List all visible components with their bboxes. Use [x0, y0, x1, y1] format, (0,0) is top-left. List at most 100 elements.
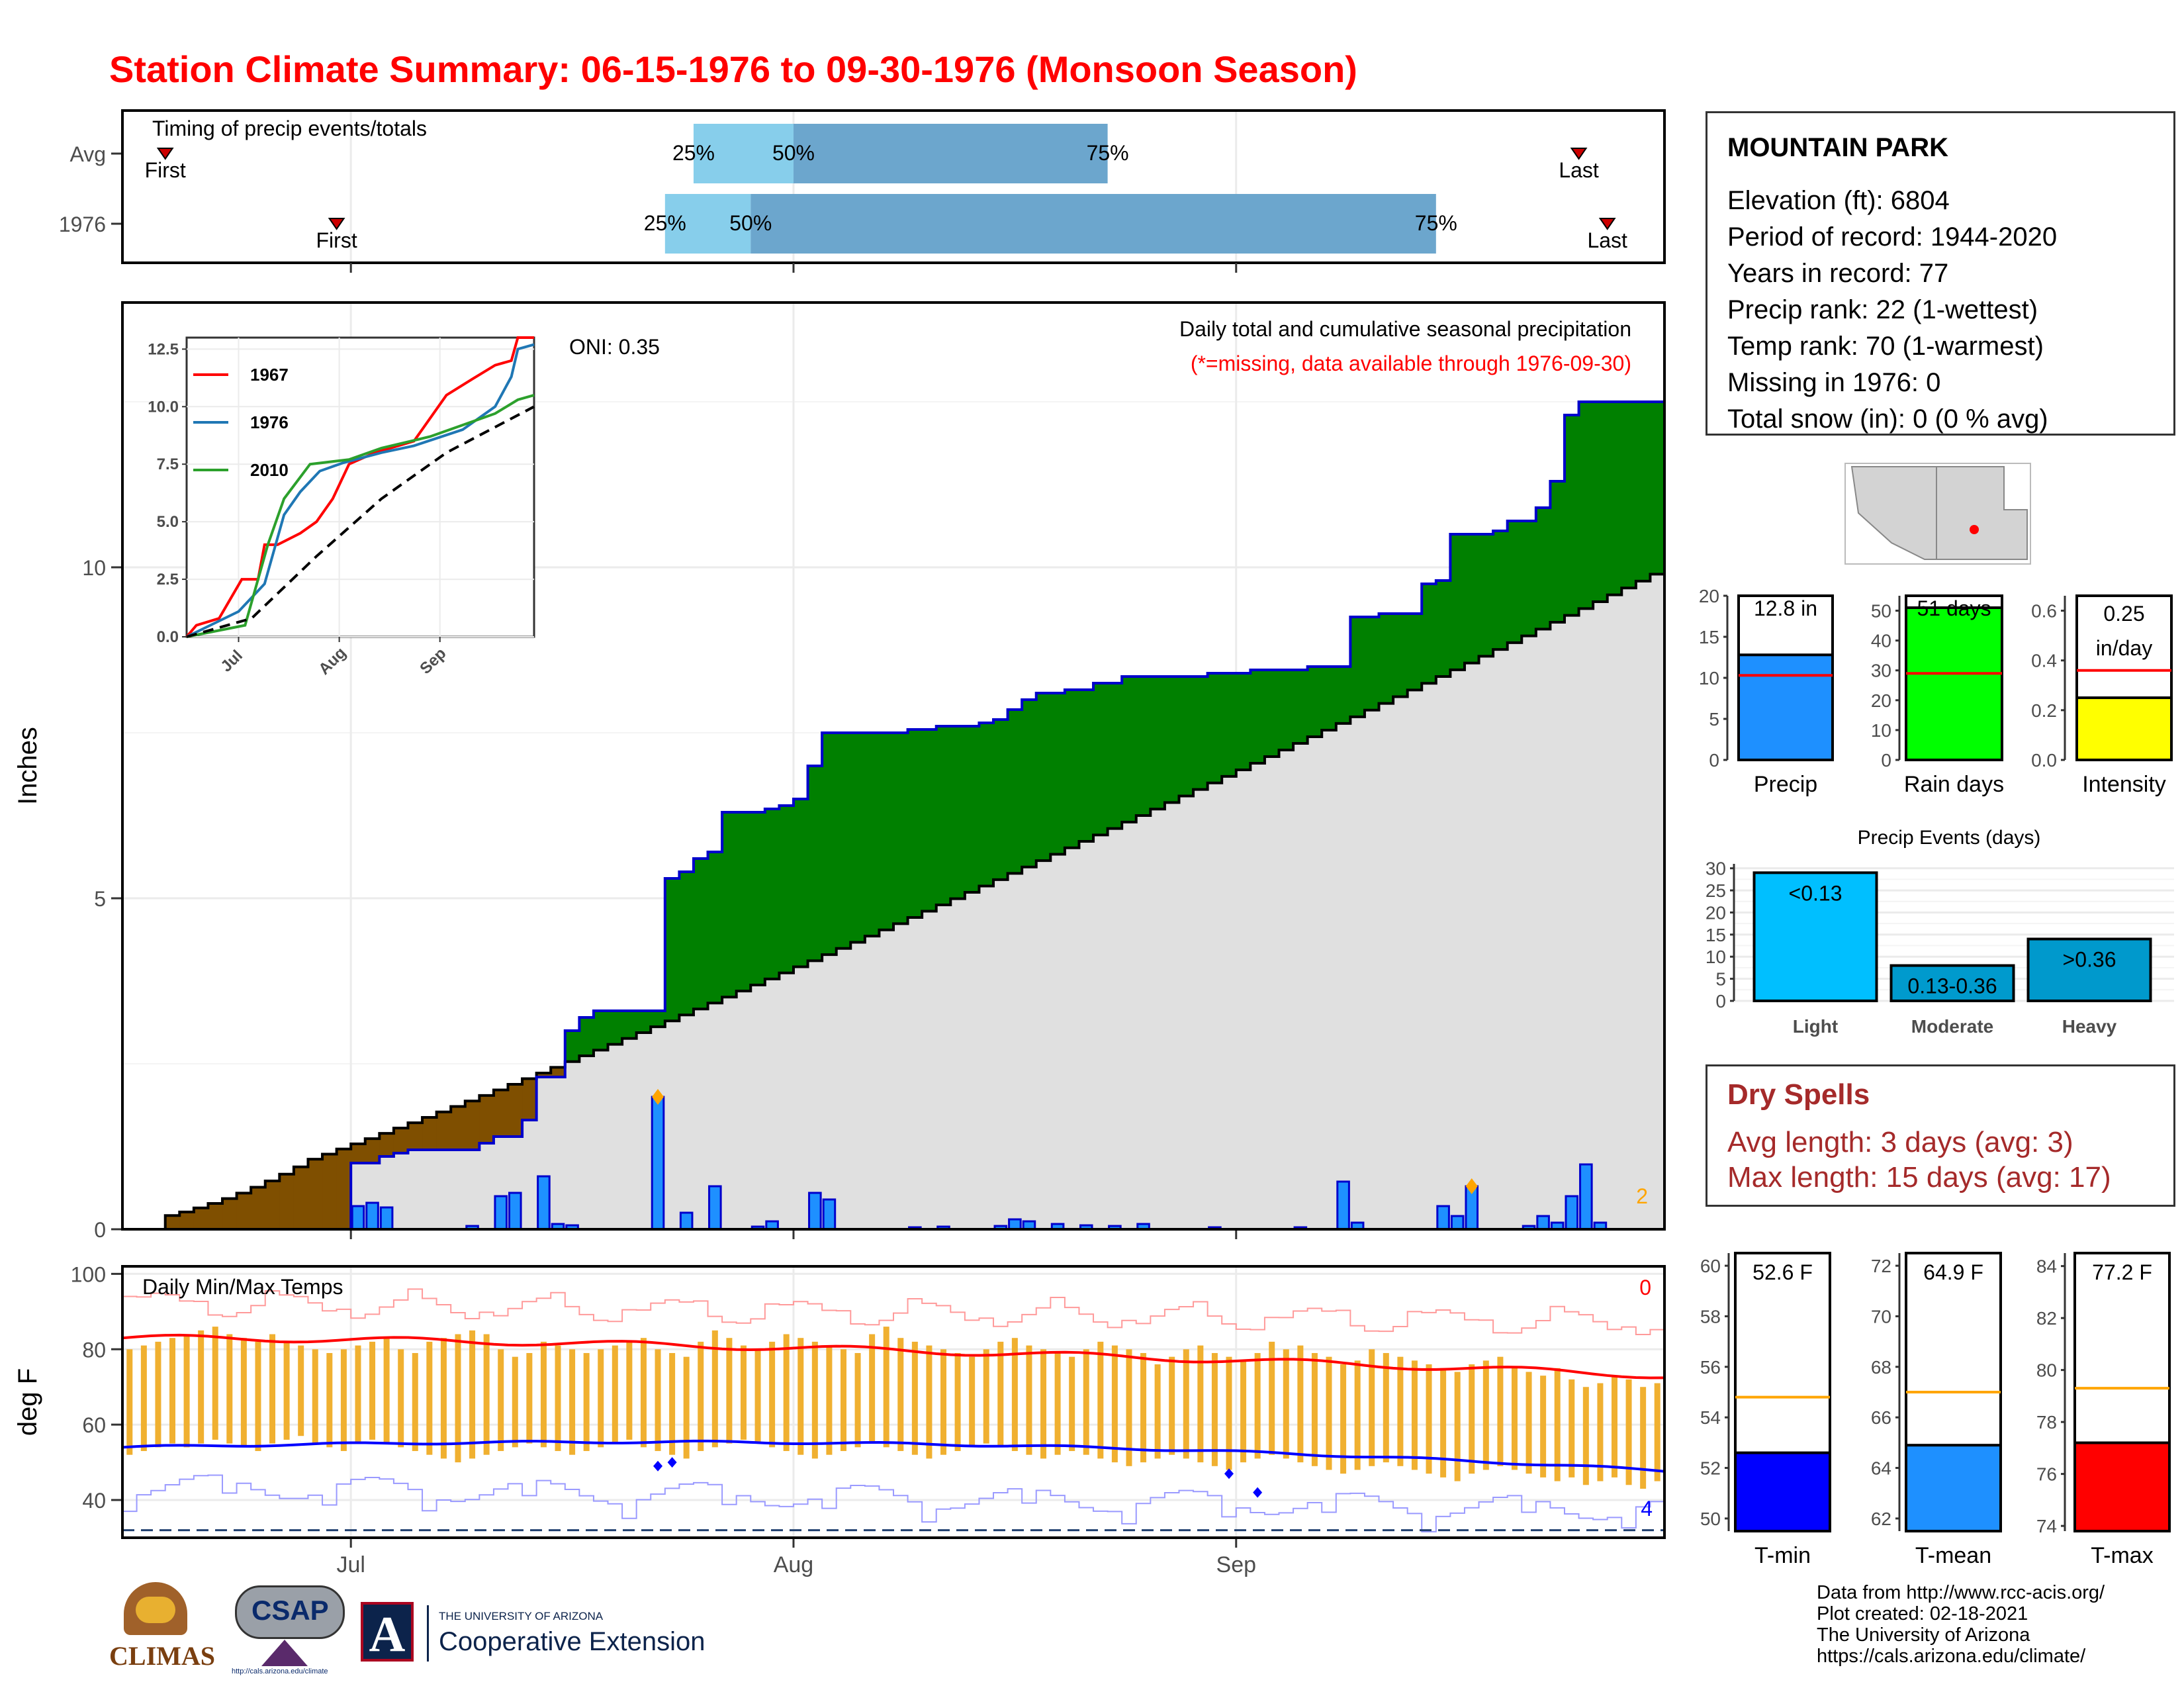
daily-temp-range-bar	[698, 1341, 704, 1452]
summary-ytick-label: 10	[1699, 668, 1719, 688]
inset-legend-label: 1967	[250, 365, 289, 385]
cumulative-above-avg	[1050, 693, 1066, 855]
cumulative-above-avg	[822, 733, 837, 955]
daily-temp-range-bar	[355, 1345, 361, 1444]
cumulative-above-avg	[793, 799, 809, 967]
daily-precip-bar	[708, 1185, 722, 1231]
climas-logo[interactable]: CLIMAS	[109, 1582, 215, 1678]
daily-precip-bar	[1436, 1205, 1450, 1231]
daily-temp-range-bar	[655, 1349, 661, 1452]
cumulative-above-avg	[1464, 534, 1480, 663]
events-ytick-label: 5	[1715, 969, 1726, 990]
daily-temp-range-bar	[1569, 1379, 1575, 1477]
station-precip-rank: Precip rank: 22 (1-wettest)	[1727, 295, 2038, 324]
summary-ytick-label: 30	[1871, 661, 1891, 681]
cumulative-below-avg	[508, 1084, 523, 1137]
summary-ytick-label: 64	[1871, 1458, 1891, 1479]
daily-temp-range-bar	[283, 1341, 290, 1440]
daily-temp-range-bar	[440, 1338, 447, 1459]
precip-missing-count: 2	[1636, 1184, 1648, 1208]
daily-temp-range-bar	[626, 1341, 633, 1440]
daily-temp-range-bar	[1097, 1341, 1104, 1459]
cumulative-above-avg	[764, 809, 780, 979]
station-temp-rank: Temp rank: 70 (1-warmest)	[1727, 332, 2044, 361]
cumulative-above-avg	[651, 1011, 666, 1027]
summary-ytick-label: 0.2	[2031, 700, 2057, 721]
daily-temp-range-bar	[198, 1330, 205, 1444]
temp-chart-title: Daily Min/Max Temps	[142, 1275, 343, 1299]
daily-temp-range-bar	[911, 1341, 918, 1455]
daily-temp-range-bar	[1540, 1376, 1547, 1477]
summary-category-label: Rain days	[1904, 772, 2004, 797]
daily-temp-range-bar	[1511, 1368, 1518, 1470]
cumulative-above-avg	[1279, 670, 1294, 751]
cumulative-below-avg	[193, 1207, 208, 1229]
timing-last-label: Last	[1559, 158, 1599, 182]
station-missing: Missing in 1976: 0	[1727, 368, 1941, 397]
daily-temp-range-bar	[997, 1341, 1004, 1448]
csap-logo[interactable]: CSAP http://cals.arizona.edu/climate	[232, 1585, 347, 1678]
summary-bar	[1737, 653, 1834, 762]
daily-temp-range-bar	[1011, 1338, 1018, 1452]
cumulative-above-avg	[1493, 531, 1508, 650]
cumulative-above-avg	[1236, 673, 1251, 770]
station-name: MOUNTAIN PARK	[1727, 133, 1949, 162]
timing-row-label: 1976	[59, 212, 106, 236]
climas-logo-text: CLIMAS	[109, 1641, 216, 1671]
daily-temp-range-bar	[1154, 1364, 1161, 1459]
daily-temp-range-bar	[854, 1352, 861, 1448]
cumulative-above-avg	[907, 729, 923, 917]
cumulative-above-avg	[707, 852, 723, 1004]
record-low-marker-icon	[667, 1457, 677, 1468]
station-location-marker-icon	[1970, 525, 1979, 534]
station-elevation: Elevation (ft): 6804	[1727, 186, 1950, 215]
cumulative-below-avg	[336, 1149, 351, 1229]
events-bar	[1752, 871, 1878, 1003]
avg-cumulative-area	[122, 574, 1664, 1229]
ua-block-a-icon: A	[361, 1602, 414, 1662]
daily-temp-range-bar	[711, 1330, 718, 1448]
cumulative-above-avg	[1507, 521, 1522, 643]
timing-q75-label: 75%	[1087, 141, 1129, 165]
summary-ytick-label: 0.0	[2031, 750, 2057, 771]
daily-temp-range-bar	[1183, 1349, 1189, 1459]
summary-ytick-label: 0.4	[2031, 651, 2057, 671]
summary-ytick-label: 58	[1700, 1306, 1721, 1327]
cumulative-below-avg	[465, 1101, 480, 1150]
footer-line: Plot created: 02-18-2021	[1817, 1603, 2028, 1624]
inset-ytick-label: 5.0	[157, 513, 179, 531]
summary-category-label: Precip	[1754, 772, 1817, 797]
record-high-line	[122, 1288, 1664, 1336]
cumulative-above-avg	[779, 806, 794, 973]
avg-tmin-line	[122, 1439, 1665, 1473]
daily-temp-range-bar	[483, 1334, 490, 1455]
events-category-label: Light	[1793, 1016, 1838, 1037]
daily-temp-range-bar	[1054, 1352, 1061, 1455]
daily-temp-range-bar	[740, 1345, 747, 1440]
summary-category-label: T-max	[2091, 1543, 2153, 1568]
inset-ytick-label: 10.0	[148, 398, 179, 416]
cumulative-below-avg	[436, 1111, 451, 1150]
csap-cloud	[235, 1585, 345, 1639]
timing-q50-label: 50%	[772, 141, 815, 165]
climas-logo-sun	[136, 1597, 175, 1623]
daily-temp-range-bar	[1354, 1360, 1361, 1470]
temp-panel-border	[121, 1265, 1666, 1539]
inset-ytick-label: 12.5	[148, 340, 179, 358]
cumulative-above-avg	[1607, 402, 1622, 595]
daily-temp-range-bar	[869, 1334, 876, 1444]
ua-logo[interactable]: A THE UNIVERSITY OF ARIZONA Cooperative …	[361, 1602, 745, 1668]
dry-spells-box: Dry Spells Avg length: 3 days (avg: 3) M…	[1706, 1064, 2175, 1207]
precip-panel-border	[121, 301, 1666, 1231]
cumulative-below-avg	[365, 1139, 380, 1163]
daily-temp-range-bar	[1369, 1349, 1375, 1466]
daily-temp-range-bar	[1326, 1356, 1332, 1470]
events-bar-label: <0.13	[1789, 881, 1843, 905]
cumulative-below-avg	[536, 1072, 551, 1077]
daily-temp-range-bar	[1111, 1345, 1118, 1463]
daily-temp-range-bar	[797, 1338, 804, 1455]
daily-temp-range-bar	[1311, 1352, 1318, 1466]
summary-bar	[1734, 1451, 1831, 1533]
summary-ytick-label: 10	[1871, 720, 1891, 741]
summary-ytick-label: 56	[1700, 1357, 1721, 1378]
